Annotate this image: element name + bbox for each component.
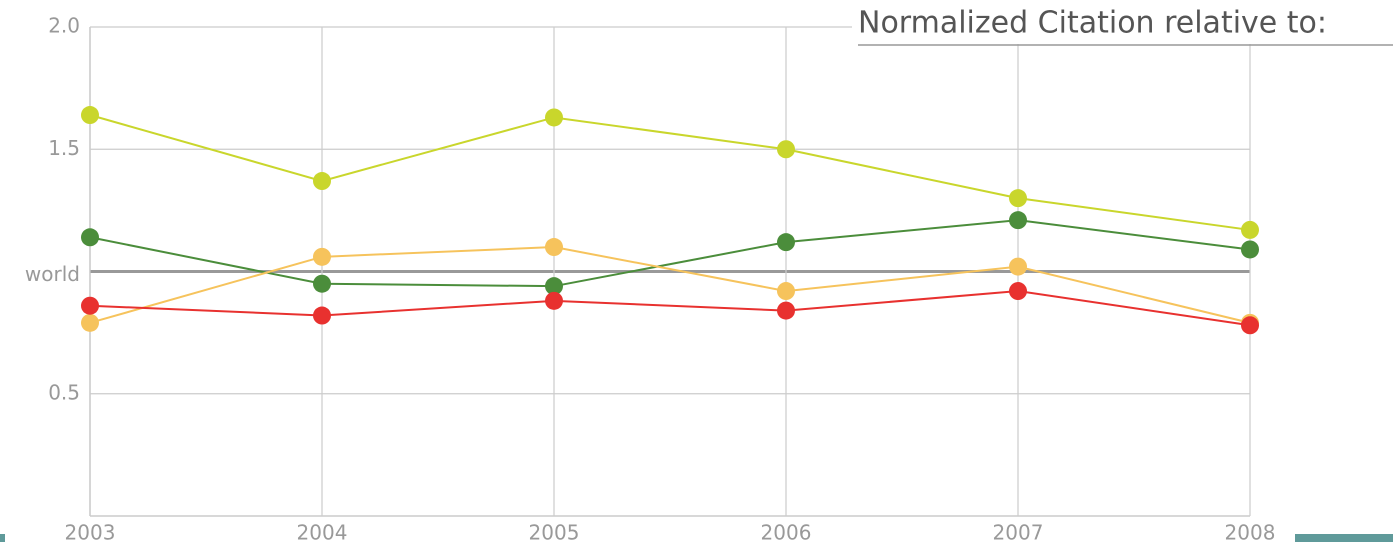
data-point [777,282,795,301]
data-point [1241,220,1259,239]
series-line [89,114,1251,231]
annotation: Normalized Citation relative to: [858,6,1327,41]
data-point [81,106,99,125]
data-point [777,233,795,252]
x-tick-label: 2004 [297,521,348,545]
y-tick-label: 2.0 [48,14,80,38]
data-point [313,247,331,266]
data-point [1009,282,1027,301]
x-tick-label: 2005 [529,521,580,545]
decor-bar [1295,534,1393,542]
y-tick-label: 0.5 [48,380,80,404]
series [81,106,1259,335]
series-line [89,246,1251,324]
data-point [777,301,795,320]
data-point [1241,240,1259,259]
data-point [313,306,331,325]
decor-bar [0,534,5,542]
series-line [89,219,1251,288]
y-tick-label: world [25,262,80,286]
data-point [545,108,563,127]
data-point [545,277,563,296]
data-point [777,140,795,159]
y-tick-label: 1.5 [48,136,80,160]
data-point [1009,189,1027,208]
x-tick-label: 2008 [1225,521,1276,545]
grid: 0.5 world 1.5 2.0 2003 2004 2005 2006 2007 2008 [25,14,1276,545]
data-point [545,238,563,257]
x-tick-label: 2007 [993,521,1044,545]
data-point [1241,316,1259,335]
data-point [81,313,99,332]
data-point [1009,257,1027,276]
series-line [89,290,1251,327]
x-tick-label: 2003 [65,521,116,545]
data-point [81,296,99,315]
x-tick-label: 2006 [761,521,812,545]
data-point [1009,211,1027,230]
data-point [313,172,331,191]
data-point [81,228,99,247]
annotation-box [852,0,1393,44]
data-point [545,291,563,310]
data-point [313,274,331,293]
